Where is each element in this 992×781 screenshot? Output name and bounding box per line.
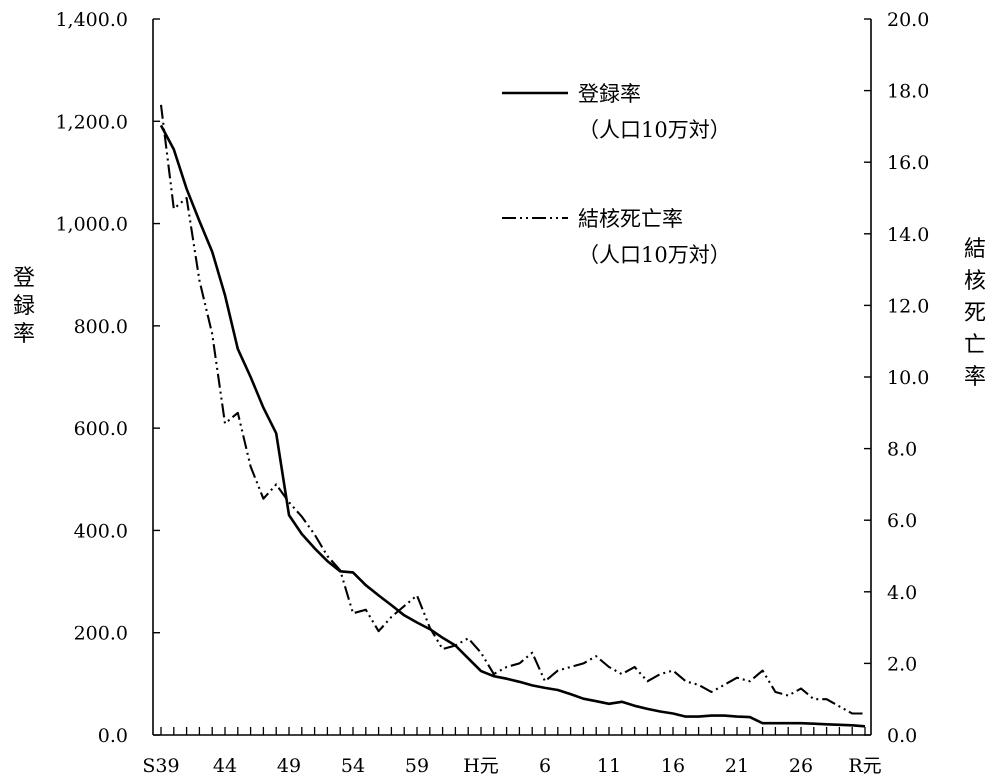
x-tick-label: 26 <box>789 755 813 777</box>
right-tick-label: 4.0 <box>887 582 917 604</box>
right-tick-label: 10.0 <box>887 367 929 389</box>
left-tick-label: 600.0 <box>74 418 128 440</box>
right-axis-title-char-3: 亡 <box>964 333 986 358</box>
right-axis-title-char-4: 率 <box>964 365 986 390</box>
left-tick-label: 1,400.0 <box>55 9 128 31</box>
right-tick-label: 16.0 <box>887 152 929 174</box>
left-axis-title-char-0: 登 <box>13 266 35 291</box>
left-tick-label: 200.0 <box>74 623 128 645</box>
left-tick-label: 400.0 <box>74 520 128 542</box>
series-line-death <box>159 104 865 715</box>
left-tick-label: 1,200.0 <box>55 111 128 133</box>
right-tick-label: 14.0 <box>887 224 929 246</box>
right-tick-label: 12.0 <box>887 295 929 317</box>
right-axis-title: 結 核 死 亡 率 <box>964 237 986 390</box>
x-axis-ticks: S39 44 49 54 59 H元 6 11 16 21 26 R元 <box>142 727 882 777</box>
left-axis-title-char-2: 率 <box>13 322 35 347</box>
left-axis-title-char-1: 録 <box>13 294 35 319</box>
right-tick-label: 20.0 <box>887 9 929 31</box>
x-tick-label: 21 <box>725 755 749 777</box>
x-tick-label: 49 <box>277 755 301 777</box>
legend-sublabel-death: （人口10万対） <box>578 243 731 267</box>
right-tick-label: 18.0 <box>887 81 929 103</box>
legend-label-registration: 登録率 <box>578 82 641 106</box>
left-tick-label: 800.0 <box>74 316 128 338</box>
x-tick-label: S39 <box>142 755 179 777</box>
x-tick-label: 59 <box>405 755 429 777</box>
right-axis-title-char-2: 死 <box>964 301 986 326</box>
legend: 登録率 （人口10万対） 結核死亡率 （人口10万対） <box>502 82 731 267</box>
right-axis-title-char-1: 核 <box>964 269 986 294</box>
legend-label-death: 結核死亡率 <box>578 207 683 231</box>
series-lines <box>159 104 866 728</box>
right-tick-label: 0.0 <box>887 725 917 747</box>
left-axis-title: 登 録 率 <box>13 266 35 347</box>
right-axis-ticks: 0.0 2.0 4.0 6.0 8.0 10.0 12.0 14.0 16.0 18.0 20.0 <box>864 9 929 747</box>
right-axis-title-char-0: 結 <box>964 237 986 262</box>
x-tick-label: 11 <box>597 755 621 777</box>
x-tick-label: 16 <box>661 755 685 777</box>
legend-sublabel-registration: （人口10万対） <box>578 118 731 142</box>
x-tick-label: 44 <box>213 755 237 777</box>
x-tick-label: H元 <box>463 755 499 777</box>
left-axis-ticks: 0.0 200.0 400.0 600.0 800.0 1,000.0 1,200.0 1,4… <box>55 9 160 747</box>
series-line-registration <box>159 124 866 728</box>
left-tick-label: 0.0 <box>98 725 128 747</box>
right-tick-label: 6.0 <box>887 510 917 532</box>
x-tick-label: 6 <box>539 755 551 777</box>
right-tick-label: 2.0 <box>887 653 917 675</box>
x-tick-label: 54 <box>341 755 365 777</box>
left-tick-label: 1,000.0 <box>55 214 128 236</box>
right-tick-label: 8.0 <box>887 439 917 461</box>
x-tick-label: R元 <box>848 755 881 777</box>
plot-frame <box>152 19 872 736</box>
